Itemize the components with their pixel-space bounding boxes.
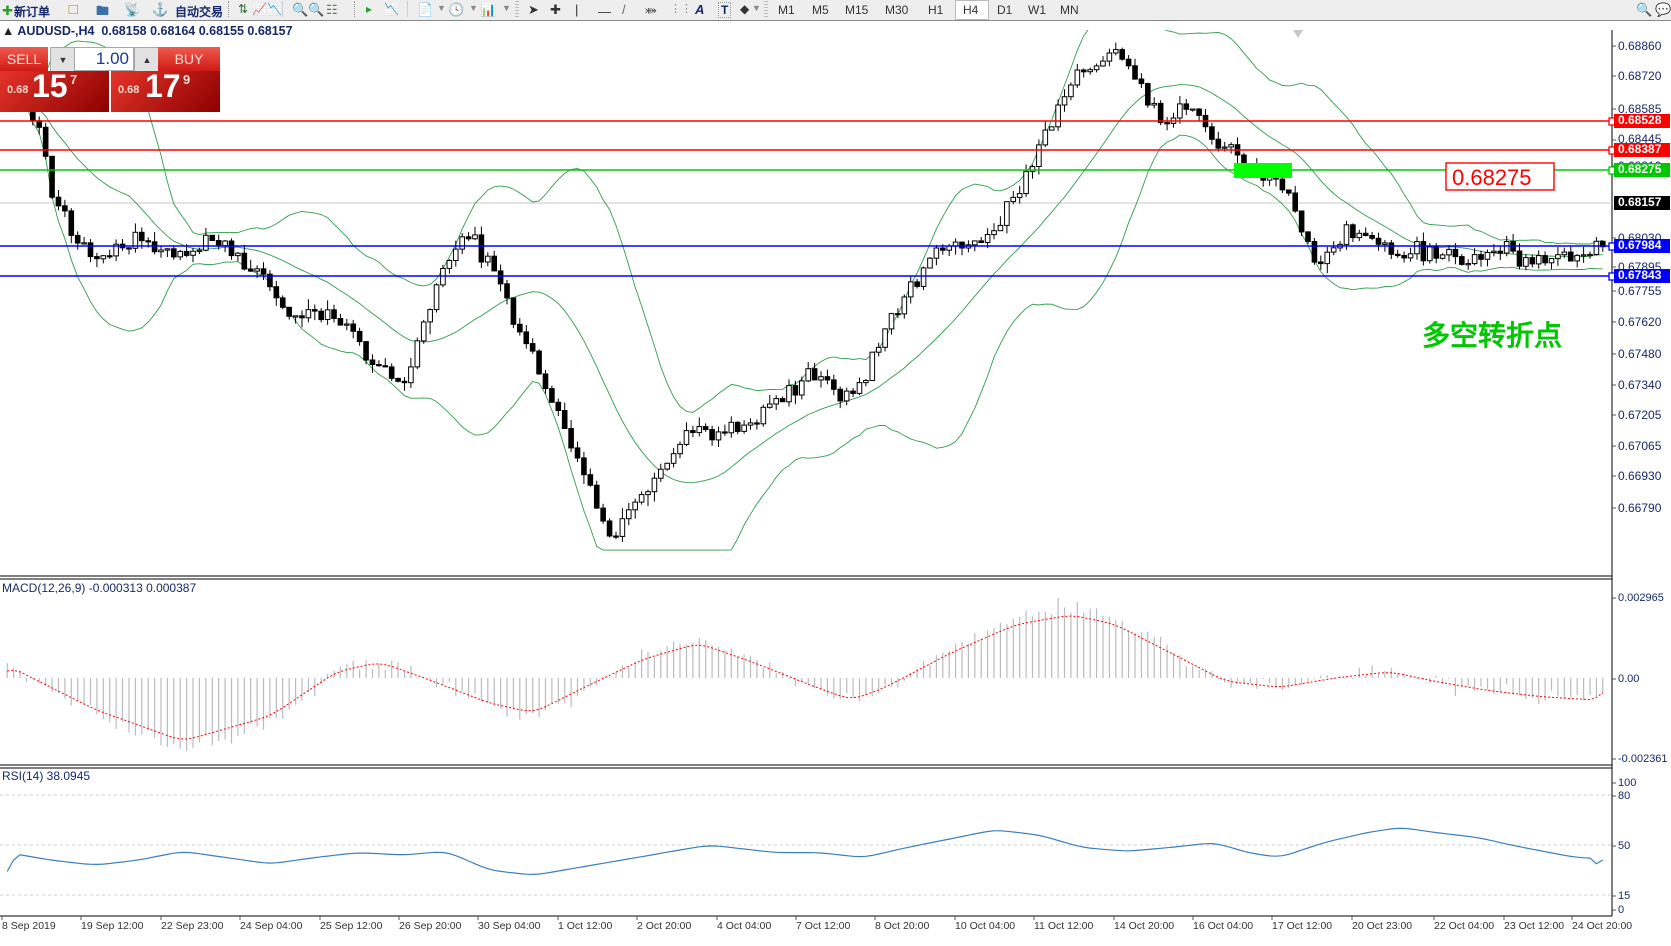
- svg-text:15: 15: [1618, 890, 1630, 902]
- svg-text:0.68275: 0.68275: [1452, 165, 1532, 190]
- svg-text:22 Oct 04:00: 22 Oct 04:00: [1434, 920, 1494, 932]
- svg-text:19 Sep 12:00: 19 Sep 12:00: [81, 920, 144, 932]
- svg-text:0.68157: 0.68157: [1618, 195, 1662, 209]
- svg-text:0.68720: 0.68720: [1618, 69, 1662, 83]
- svg-text:0.67620: 0.67620: [1618, 315, 1662, 329]
- svg-text:1 Oct 12:00: 1 Oct 12:00: [558, 920, 612, 932]
- svg-text:0.67755: 0.67755: [1618, 284, 1662, 298]
- svg-text:50: 50: [1618, 840, 1630, 852]
- svg-text:0.67065: 0.67065: [1618, 439, 1662, 453]
- svg-text:0.67984: 0.67984: [1618, 238, 1662, 252]
- svg-text:80: 80: [1618, 790, 1630, 802]
- svg-text:25 Sep 12:00: 25 Sep 12:00: [320, 920, 383, 932]
- svg-text:26 Sep 20:00: 26 Sep 20:00: [399, 920, 462, 932]
- svg-text:30 Sep 04:00: 30 Sep 04:00: [478, 920, 541, 932]
- svg-text:23 Oct 12:00: 23 Oct 12:00: [1504, 920, 1564, 932]
- svg-text:0.66930: 0.66930: [1618, 469, 1662, 483]
- svg-text:0.00: 0.00: [1618, 673, 1639, 685]
- svg-text:0.002965: 0.002965: [1618, 592, 1664, 604]
- svg-text:11 Oct 12:00: 11 Oct 12:00: [1034, 920, 1094, 932]
- svg-text:-0.002361: -0.002361: [1618, 753, 1668, 765]
- svg-text:0.68387: 0.68387: [1618, 142, 1662, 156]
- svg-text:0: 0: [1618, 904, 1624, 916]
- svg-text:24 Oct 20:00: 24 Oct 20:00: [1572, 920, 1632, 932]
- svg-text:7 Oct 12:00: 7 Oct 12:00: [796, 920, 850, 932]
- svg-text:0.68275: 0.68275: [1618, 162, 1662, 176]
- svg-text:100: 100: [1618, 777, 1636, 789]
- svg-text:0.67340: 0.67340: [1618, 378, 1662, 392]
- svg-text:16 Oct 04:00: 16 Oct 04:00: [1193, 920, 1253, 932]
- svg-text:0.67843: 0.67843: [1618, 268, 1662, 282]
- svg-text:8 Oct 20:00: 8 Oct 20:00: [875, 920, 929, 932]
- svg-text:多空转折点: 多空转折点: [1422, 319, 1562, 351]
- svg-text:10 Oct 04:00: 10 Oct 04:00: [955, 920, 1015, 932]
- svg-text:0.68860: 0.68860: [1618, 39, 1662, 53]
- svg-text:0.66790: 0.66790: [1618, 501, 1662, 515]
- svg-text:2 Oct 20:00: 2 Oct 20:00: [637, 920, 691, 932]
- svg-text:17 Oct 12:00: 17 Oct 12:00: [1272, 920, 1332, 932]
- svg-text:8 Sep 2019: 8 Sep 2019: [2, 920, 56, 932]
- svg-text:RSI(14) 38.0945: RSI(14) 38.0945: [2, 769, 90, 783]
- svg-text:20 Oct 23:00: 20 Oct 23:00: [1352, 920, 1412, 932]
- svg-text:0.67205: 0.67205: [1618, 408, 1662, 422]
- svg-text:14 Oct 20:00: 14 Oct 20:00: [1114, 920, 1174, 932]
- svg-text:MACD(12,26,9) -0.000313 0.0003: MACD(12,26,9) -0.000313 0.000387: [2, 581, 196, 595]
- svg-text:4 Oct 04:00: 4 Oct 04:00: [717, 920, 771, 932]
- svg-text:22 Sep 23:00: 22 Sep 23:00: [161, 920, 224, 932]
- svg-text:0.68528: 0.68528: [1618, 113, 1662, 127]
- svg-text:0.67480: 0.67480: [1618, 347, 1662, 361]
- svg-text:24 Sep 04:00: 24 Sep 04:00: [240, 920, 303, 932]
